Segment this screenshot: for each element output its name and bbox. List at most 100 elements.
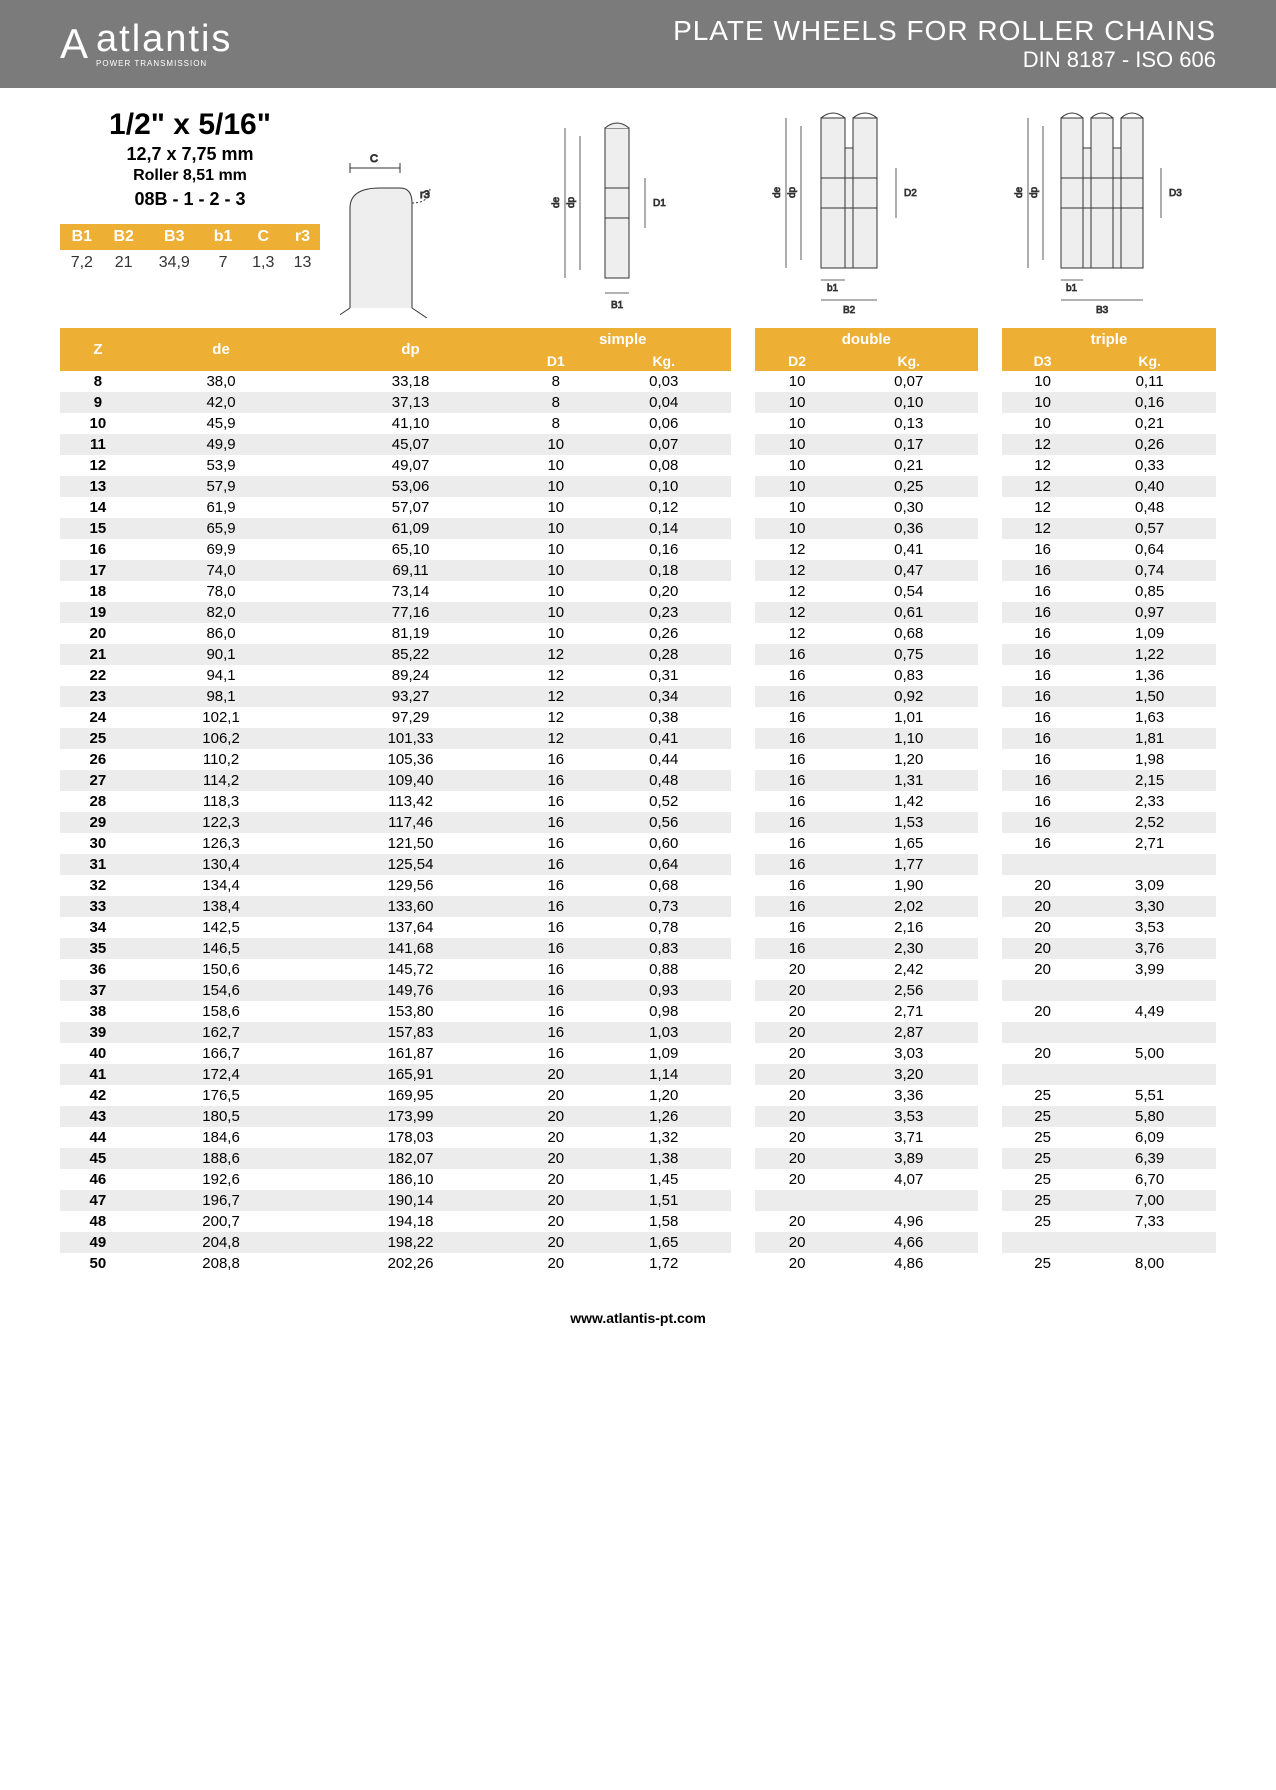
cell: 20	[755, 1064, 840, 1085]
cell	[731, 1022, 755, 1043]
cell: 8	[515, 413, 597, 434]
cell	[1083, 1232, 1216, 1253]
cell: 109,40	[306, 770, 514, 791]
cell: 3,20	[840, 1064, 978, 1085]
cell: 0,41	[840, 539, 978, 560]
cell: 37,13	[306, 392, 514, 413]
table-row: 34142,5137,64160,78162,16203,53	[60, 917, 1216, 938]
svg-text:b1: b1	[827, 283, 839, 294]
cell: 12	[1002, 497, 1083, 518]
cell: 1,50	[1083, 686, 1216, 707]
cell	[978, 581, 1002, 602]
footer-url: www.atlantis-pt.com	[0, 1294, 1276, 1356]
cell: 45,9	[136, 413, 307, 434]
cell: 16	[515, 812, 597, 833]
cell: 133,60	[306, 896, 514, 917]
cell: 0,88	[597, 959, 731, 980]
cell: 0,78	[597, 917, 731, 938]
cell: 49,9	[136, 434, 307, 455]
cell	[978, 455, 1002, 476]
cell: 25	[1002, 1211, 1083, 1232]
cell: 0,68	[597, 875, 731, 896]
cell	[731, 665, 755, 686]
cell: 0,57	[1083, 518, 1216, 539]
cell: 24	[60, 707, 136, 728]
cell: 23	[60, 686, 136, 707]
cell	[978, 413, 1002, 434]
cell: 50	[60, 1253, 136, 1274]
cell: 176,5	[136, 1085, 307, 1106]
cell: 53,9	[136, 455, 307, 476]
col-dp: dp	[306, 328, 514, 371]
cell: 0,85	[1083, 581, 1216, 602]
cell: 20	[515, 1064, 597, 1085]
cell: 16	[1002, 644, 1083, 665]
cell: 20	[1002, 917, 1083, 938]
cell: 10	[1002, 413, 1083, 434]
cell: 0,34	[597, 686, 731, 707]
cell: 0,44	[597, 749, 731, 770]
cell: 0,36	[840, 518, 978, 539]
cell: 7,00	[1083, 1190, 1216, 1211]
cell: 11	[60, 434, 136, 455]
cell	[978, 833, 1002, 854]
table-row: 1982,077,16100,23120,61160,97	[60, 602, 1216, 623]
cell: 0,64	[1083, 539, 1216, 560]
cell	[731, 854, 755, 875]
cell: 16	[755, 896, 840, 917]
cell: 153,80	[306, 1001, 514, 1022]
table-row: 41172,4165,91201,14203,20	[60, 1064, 1216, 1085]
cell	[978, 980, 1002, 1001]
cell: 20	[1002, 1043, 1083, 1064]
cell	[731, 791, 755, 812]
cell: 1,53	[840, 812, 978, 833]
cell: 98,1	[136, 686, 307, 707]
diagram-double: de dp D2 b1 B2	[761, 108, 951, 318]
cell: 169,95	[306, 1085, 514, 1106]
cell: 0,92	[840, 686, 978, 707]
cell: 3,71	[840, 1127, 978, 1148]
cell: 182,07	[306, 1148, 514, 1169]
cell	[731, 959, 755, 980]
table-row: 31130,4125,54160,64161,77	[60, 854, 1216, 875]
cell: 20	[60, 623, 136, 644]
table-row: 2190,185,22120,28160,75161,22	[60, 644, 1216, 665]
cell	[731, 812, 755, 833]
table-row: 29122,3117,46160,56161,53162,52	[60, 812, 1216, 833]
table-row: 40166,7161,87161,09203,03205,00	[60, 1043, 1216, 1064]
table-row: 42176,5169,95201,20203,36255,51	[60, 1085, 1216, 1106]
cell: 8	[60, 371, 136, 392]
cell: 65,10	[306, 539, 514, 560]
cell: 20	[515, 1169, 597, 1190]
cell: 49,07	[306, 455, 514, 476]
cell: 3,09	[1083, 875, 1216, 896]
cell	[978, 539, 1002, 560]
cell: 0,73	[597, 896, 731, 917]
cell: 0,41	[597, 728, 731, 749]
cell: 10	[515, 497, 597, 518]
cell	[731, 602, 755, 623]
table-row: 30126,3121,50160,60161,65162,71	[60, 833, 1216, 854]
cell: 16	[1002, 560, 1083, 581]
cell: 0,08	[597, 455, 731, 476]
sub-k2: Kg.	[840, 351, 978, 371]
cell: 0,74	[1083, 560, 1216, 581]
cell: 134,4	[136, 875, 307, 896]
cell	[731, 1148, 755, 1169]
sub-d1: D1	[515, 351, 597, 371]
cell: 0,52	[597, 791, 731, 812]
cell: 125,54	[306, 854, 514, 875]
cell: 16	[515, 980, 597, 1001]
cell: 2,52	[1083, 812, 1216, 833]
table-row: 33138,4133,60160,73162,02203,30	[60, 896, 1216, 917]
table-row: 1253,949,07100,08100,21120,33	[60, 455, 1216, 476]
cell	[731, 1169, 755, 1190]
cell: 149,76	[306, 980, 514, 1001]
cell: 2,16	[840, 917, 978, 938]
cell	[978, 1190, 1002, 1211]
cell: 16	[515, 875, 597, 896]
table-row: 28118,3113,42160,52161,42162,33	[60, 791, 1216, 812]
cell	[731, 392, 755, 413]
cell	[731, 476, 755, 497]
cell: 154,6	[136, 980, 307, 1001]
